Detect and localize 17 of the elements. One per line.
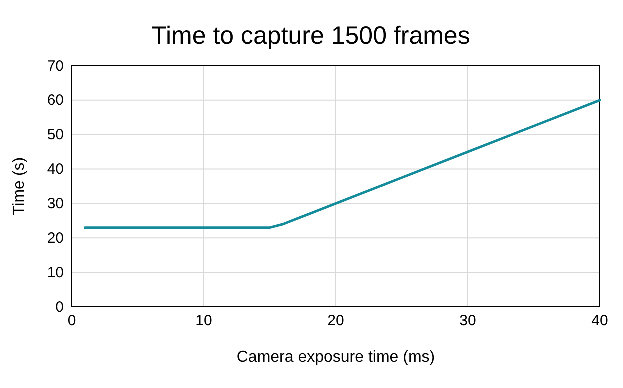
y-tick-label: 50	[47, 126, 64, 144]
y-tick-label: 20	[47, 230, 64, 247]
y-tick-label: 70	[47, 58, 64, 75]
x-tick-label: 30	[460, 312, 476, 330]
y-tick-label: 40	[47, 161, 64, 178]
y-tick-label: 60	[47, 92, 64, 110]
x-tick-label: 10	[196, 312, 212, 330]
x-tick-label: 40	[592, 312, 608, 330]
x-axis-title: Camera exposure time (ms)	[236, 349, 436, 366]
y-axis-title: Time (s)	[11, 157, 28, 216]
chart-title: Time to capture 1500 frames	[152, 22, 470, 50]
y-tick-label: 30	[47, 196, 64, 213]
x-tick-label: 0	[68, 312, 76, 330]
y-tick-label: 10	[47, 264, 64, 282]
x-tick-label: 20	[328, 312, 344, 330]
y-tick-label: 0	[56, 298, 64, 316]
line-series	[84, 99, 602, 230]
